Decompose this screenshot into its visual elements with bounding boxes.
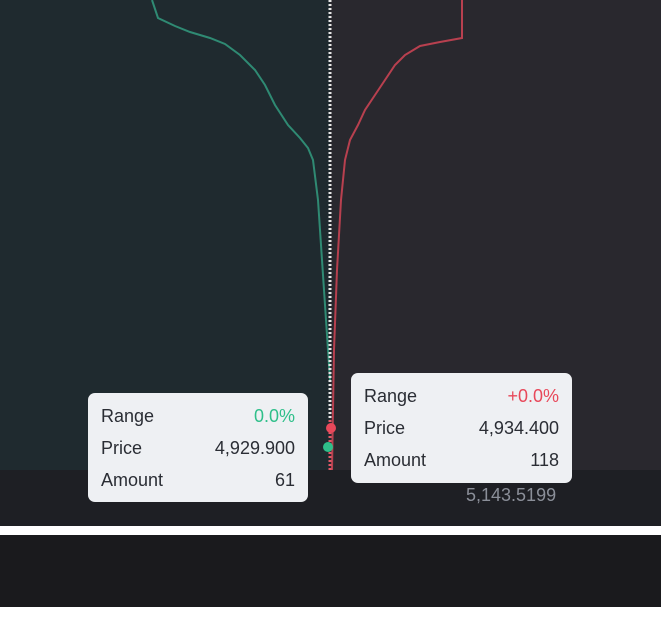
tooltip-row: Amount 61 xyxy=(101,467,295,499)
tooltip-row: Price 4,929.900 xyxy=(101,435,295,467)
axis-label: 5,143.5199 xyxy=(466,485,557,505)
value: 61 xyxy=(274,470,295,490)
bottom-panel xyxy=(0,535,661,607)
label: Range xyxy=(101,406,155,426)
tooltip-row: Price 4,934.400 xyxy=(364,415,559,447)
bid-tooltip: Range 0.0% Price 4,929.900 Amount 61 xyxy=(88,393,308,502)
value: 118 xyxy=(530,450,559,470)
value: 0.0% xyxy=(253,406,295,426)
bid-dot xyxy=(323,442,333,452)
tooltip-row: Amount 118 xyxy=(364,447,559,479)
tooltip-row: Range +0.0% xyxy=(364,383,559,415)
ask-dot xyxy=(326,423,336,433)
bid-area xyxy=(0,0,330,470)
tooltip-row: Range 0.0% xyxy=(101,403,295,435)
ask-curve xyxy=(331,0,463,471)
label: Amount xyxy=(101,470,164,490)
value: 4,934.400 xyxy=(478,418,559,438)
label: Price xyxy=(101,438,143,458)
ask-tooltip: Range +0.0% Price 4,934.400 Amount 118 xyxy=(351,373,572,483)
value: 4,929.900 xyxy=(214,438,295,458)
separator xyxy=(0,526,661,535)
value: +0.0% xyxy=(507,386,559,406)
label: Amount xyxy=(364,450,427,470)
label: Price xyxy=(364,418,406,438)
bid-curve xyxy=(151,0,331,381)
label: Range xyxy=(364,386,418,406)
